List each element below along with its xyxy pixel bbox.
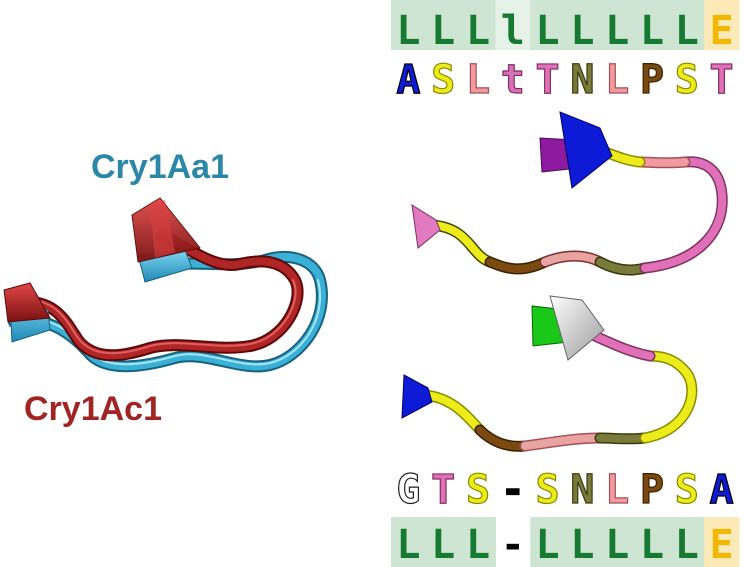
ss-bottom-char-bg [530,517,566,567]
ss-top-char: l [501,8,525,54]
ss-top-char: L [640,8,664,54]
ss-bottom-char: L [431,522,455,567]
top-loop-end-cone-blue [559,111,613,189]
ss-bottom-char-bg [565,517,601,567]
label-cry1ac1: Cry1Ac1 [24,390,162,428]
ss-top-char-bg [704,0,740,50]
ss-top-char-bg [460,0,496,50]
ss-bottom-char-bg [425,517,462,567]
ss-top-char-bg [565,0,601,50]
ss-bottom-char: - [501,522,525,567]
bottom-loop-start-cone [401,374,433,419]
ss-bottom-char: L [536,522,560,567]
seq-bottom-char: G [396,467,420,513]
seq-bottom-char: N [570,467,594,513]
cry1ac1-tube [16,230,304,362]
bottom-loop-end-cone-gray [549,295,605,361]
ss-top-char-bg [634,0,670,50]
top-loop [411,111,728,276]
seq-top-char: P [640,57,664,103]
seq-bottom-char: T [431,467,455,513]
ss-top-char-bg [391,0,427,50]
ss-bottom-char-bg [704,517,740,567]
ss-top-char: L [570,8,594,54]
seq-top-char: T [536,57,560,103]
ss-bottom-char: L [605,522,629,567]
ss-bottom-char-bg [599,517,636,567]
bottom-loop [401,295,698,452]
ss-top-char: L [466,8,490,54]
seq-top-char: T [710,57,734,103]
ss-bottom-char: L [466,522,490,567]
ss-bottom-char: L [640,522,664,567]
ss-bottom-char: L [675,522,699,567]
cry1ac1-left-cone [3,282,51,323]
seq-bottom-char: L [605,467,629,513]
seq-bottom-char: P [640,467,664,513]
ss-top-char: L [675,8,699,54]
top-loop-start-cone [411,204,441,249]
ss-bottom-char: L [396,522,420,567]
ss-bottom-char-bg [634,517,670,567]
ss-top-char-bg [669,0,705,50]
ss-top-char: L [431,8,455,54]
ss-bottom-char-bg [391,517,427,567]
seq-top-char: S [431,57,455,103]
seq-bottom-char: S [536,467,560,513]
seq-top-char: L [466,57,490,103]
seq-bottom-char: A [710,467,734,513]
seq-bottom-char: - [501,467,525,513]
label-cry1aa1: Cry1Aa1 [91,148,229,186]
ss-top-char: L [605,8,629,54]
ss-top-char-bg [425,0,462,50]
ss-top-char: E [710,8,734,54]
structure-overlay [3,197,328,373]
ss-top-char-bg [530,0,566,50]
seq-bottom-char: S [466,467,490,513]
ss-bottom-char: L [570,522,594,567]
ss-top-char-bg [495,0,531,50]
ss-top-char-bg [599,0,636,50]
seq-top-char: S [675,57,699,103]
seq-top-char: A [396,57,420,103]
ss-bottom-char-bg [460,517,496,567]
seq-bottom-char: S [675,467,699,513]
ss-top-char: L [536,8,560,54]
ss-bottom-char-bg [669,517,705,567]
ss-bottom-char: E [710,522,734,567]
ss-top-char: L [396,8,420,54]
seq-top-char: N [570,57,594,103]
seq-top-char: t [501,57,525,103]
seq-top-char: L [605,57,629,103]
